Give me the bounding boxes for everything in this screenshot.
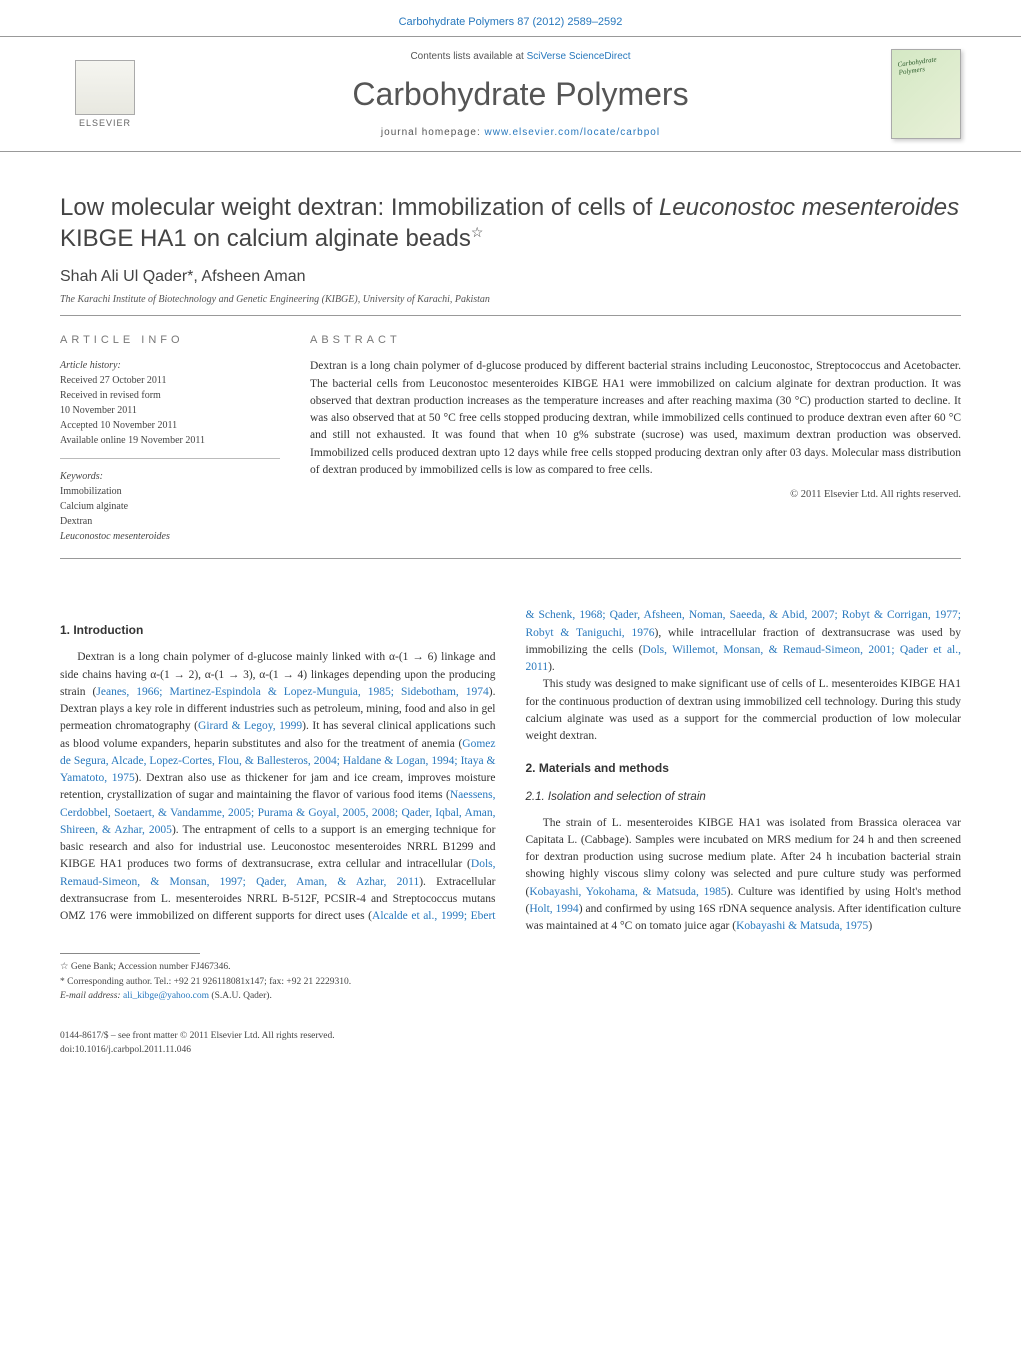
abstract-text: Dextran is a long chain polymer of d-glu… — [310, 358, 961, 479]
footnotes: ☆ Gene Bank; Accession number FJ467346. … — [0, 945, 1021, 1019]
journal-cover-thumb — [891, 49, 961, 139]
masthead-center: Contents lists available at SciVerse Sci… — [170, 51, 871, 138]
footnote-genebank: ☆ Gene Bank; Accession number FJ467346. — [60, 960, 961, 974]
intro-heading: 1. Introduction — [60, 621, 496, 639]
keyword: Dextran — [60, 514, 280, 529]
email-link[interactable]: ali_kibge@yahoo.com — [123, 991, 209, 1001]
homepage-prefix: journal homepage: — [381, 127, 485, 138]
body-text: immobilized on different supports for di… — [136, 910, 372, 922]
elsevier-tree-icon — [75, 60, 135, 115]
article-front: Low molecular weight dextran: Immobiliza… — [0, 152, 1021, 579]
materials-heading: 2. Materials and methods — [526, 759, 962, 777]
citation-link[interactable]: Kobayashi, Yokohama, & Matsuda, 1985 — [529, 886, 726, 898]
masthead: ELSEVIER Contents lists available at Sci… — [0, 36, 1021, 152]
keyword: Calcium alginate — [60, 499, 280, 514]
title-species: Leuconostoc mesenteroides — [659, 194, 959, 221]
email-suffix: (S.A.U. Qader). — [209, 991, 272, 1001]
footnote-email-line: E-mail address: ali_kibge@yahoo.com (S.A… — [60, 989, 961, 1003]
footnote-corresponding: * Corresponding author. Tel.: +92 21 926… — [60, 975, 961, 989]
body-text: ) — [868, 920, 872, 932]
history-revised-line2: 10 November 2011 — [60, 403, 280, 418]
abstract-copyright: © 2011 Elsevier Ltd. All rights reserved… — [310, 489, 961, 500]
title-part2: KIBGE HA1 on calcium alginate beads — [60, 225, 471, 252]
history-received: Received 27 October 2011 — [60, 373, 280, 388]
keywords-label: Keywords: — [60, 469, 280, 484]
article-title: Low molecular weight dextran: Immobiliza… — [60, 192, 961, 254]
journal-citation-header: Carbohydrate Polymers 87 (2012) 2589–259… — [0, 0, 1021, 36]
title-star: ☆ — [471, 224, 484, 240]
contents-prefix: Contents lists available at — [410, 51, 526, 62]
abstract-header: abstract — [310, 334, 961, 346]
section-rule — [60, 558, 961, 559]
keywords-block: Keywords: Immobilization Calcium alginat… — [60, 469, 280, 544]
isolation-subheading: 2.1. Isolation and selection of strain — [526, 789, 962, 806]
intro-paragraph: This study was designed to make signific… — [526, 676, 962, 745]
footer-copyright: 0144-8617/$ – see front matter © 2011 El… — [60, 1029, 961, 1043]
publisher-name: ELSEVIER — [79, 118, 131, 128]
footer: 0144-8617/$ – see front matter © 2011 El… — [0, 1019, 1021, 1082]
footer-doi: doi:10.1016/j.carbpol.2011.11.046 — [60, 1043, 961, 1057]
history-accepted: Accepted 10 November 2011 — [60, 418, 280, 433]
history-label: Article history: — [60, 358, 280, 373]
history-block: Article history: Received 27 October 201… — [60, 358, 280, 459]
abstract-column: abstract Dextran is a long chain polymer… — [310, 334, 961, 544]
authors: Shah Ali Ul Qader*, Afsheen Aman — [60, 268, 961, 286]
title-part1: Low molecular weight dextran: Immobiliza… — [60, 194, 659, 221]
keyword: Leuconostoc mesenteroides — [60, 529, 280, 544]
info-abstract-row: article info Article history: Received 2… — [60, 315, 961, 558]
history-revised-line1: Received in revised form — [60, 388, 280, 403]
homepage-link[interactable]: www.elsevier.com/locate/carbpol — [485, 127, 661, 138]
footnote-rule — [60, 953, 200, 954]
homepage-line: journal homepage: www.elsevier.com/locat… — [170, 127, 871, 138]
email-label: E-mail address: — [60, 991, 123, 1001]
keyword: Immobilization — [60, 484, 280, 499]
journal-title: Carbohydrate Polymers — [170, 76, 871, 113]
article-info-column: article info Article history: Received 2… — [60, 334, 280, 544]
publisher-logo: ELSEVIER — [60, 49, 150, 139]
isolation-paragraph: The strain of L. mesenteroides KIBGE HA1… — [526, 815, 962, 936]
article-info-header: article info — [60, 334, 280, 346]
citation-link[interactable]: Girard & Legoy, 1999 — [198, 720, 302, 732]
citation-link[interactable]: Kobayashi & Matsuda, 1975 — [736, 920, 868, 932]
sciencedirect-link[interactable]: SciVerse ScienceDirect — [527, 51, 631, 62]
contents-line: Contents lists available at SciVerse Sci… — [170, 51, 871, 62]
citation-link[interactable]: Holt, 1994 — [529, 903, 578, 915]
citation-link[interactable]: Jeanes, 1966; Martinez-Espindola & Lopez… — [96, 686, 488, 698]
body-text: ). — [548, 661, 555, 673]
affiliation: The Karachi Institute of Biotechnology a… — [60, 294, 961, 305]
body-columns: 1. Introduction Dextran is a long chain … — [0, 579, 1021, 945]
history-online: Available online 19 November 2011 — [60, 433, 280, 448]
